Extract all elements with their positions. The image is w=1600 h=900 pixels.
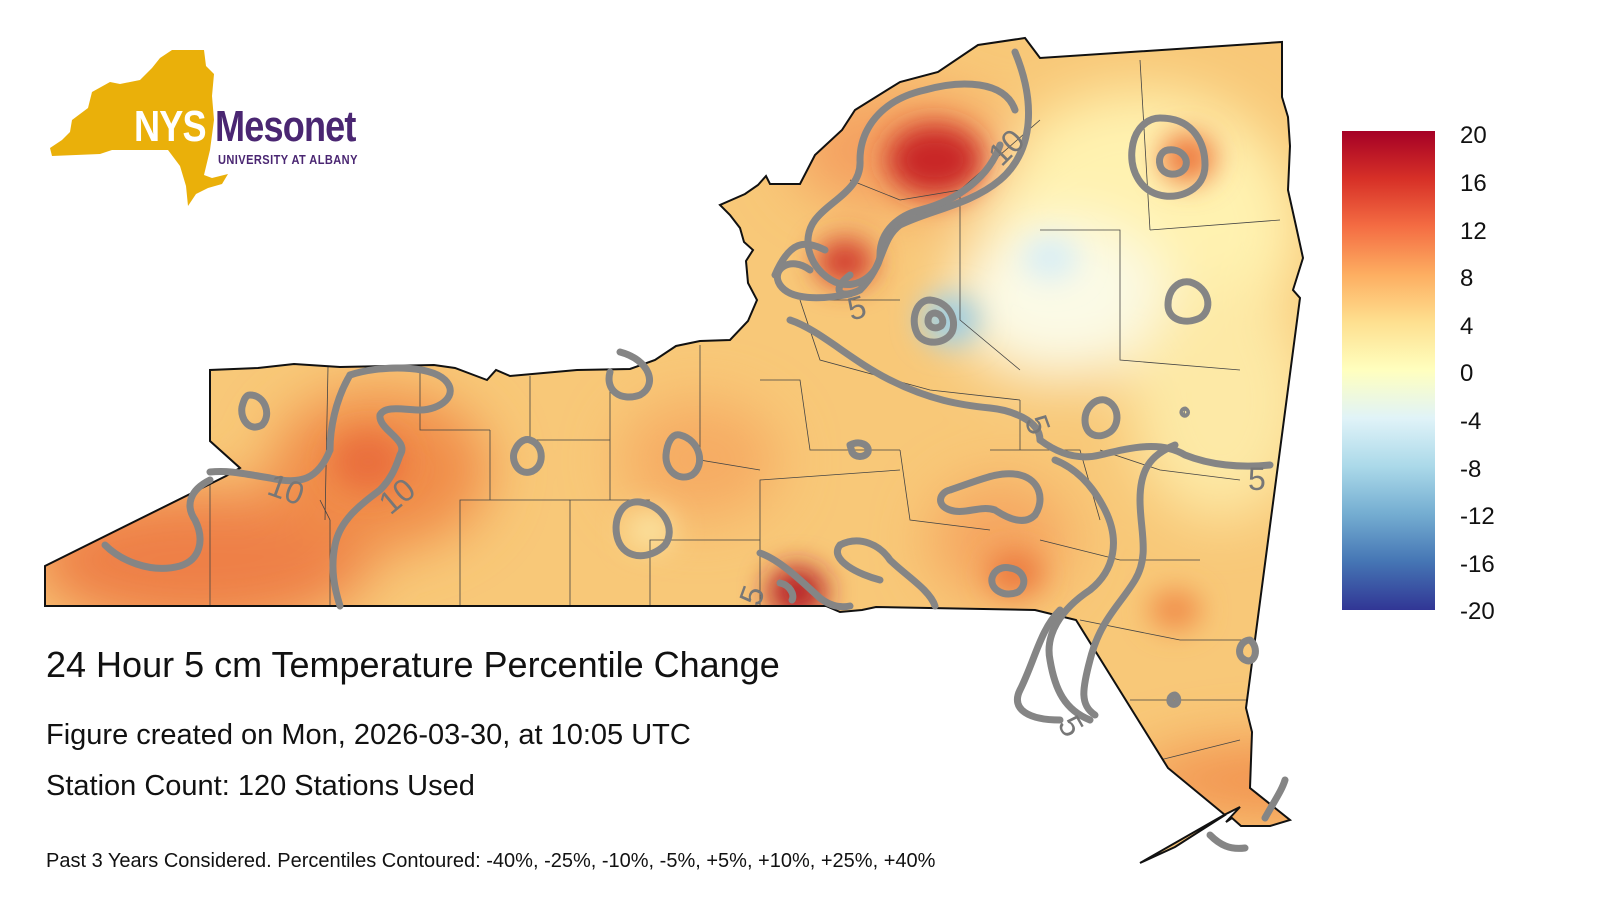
station-count: Station Count: 120 Stations Used: [46, 770, 475, 802]
map-title: 24 Hour 5 cm Temperature Percentile Chan…: [46, 644, 780, 685]
colorbar-tick: -4: [1460, 408, 1482, 435]
footnote: Past 3 Years Considered. Percentiles Con…: [46, 850, 936, 872]
logo-subtitle: UNIVERSITY AT ALBANY: [218, 152, 358, 167]
created-timestamp: Figure created on Mon, 2026-03-30, at 10…: [46, 719, 691, 751]
contour-label: 5: [1051, 709, 1091, 742]
colorbar-tick: -12: [1460, 503, 1495, 530]
county-lines: [209, 59, 1281, 761]
colorbar-tick: 20: [1460, 122, 1487, 149]
colorbar-tick: 16: [1460, 170, 1487, 197]
colorbar-tick: 4: [1460, 313, 1474, 340]
nys-mesonet-logo: NYS Mesonet UNIVERSITY AT ALBANY: [40, 40, 400, 220]
contour-label: 5: [1248, 461, 1266, 497]
colorbar-tick: 8: [1460, 265, 1474, 292]
colorbar-tick: -20: [1460, 598, 1495, 625]
logo-nys-text: NYS: [134, 102, 207, 151]
logo-mesonet-text: Mesonet: [215, 102, 356, 151]
colorbar: [1342, 131, 1435, 610]
colorbar-tick: 12: [1460, 218, 1487, 245]
logo-state-shape: [50, 50, 228, 206]
colorbar-tick: 0: [1460, 360, 1474, 387]
colorbar-tick: -16: [1460, 551, 1495, 578]
colorbar-tick: -8: [1460, 456, 1482, 483]
contour-lines: [101, 48, 1289, 852]
